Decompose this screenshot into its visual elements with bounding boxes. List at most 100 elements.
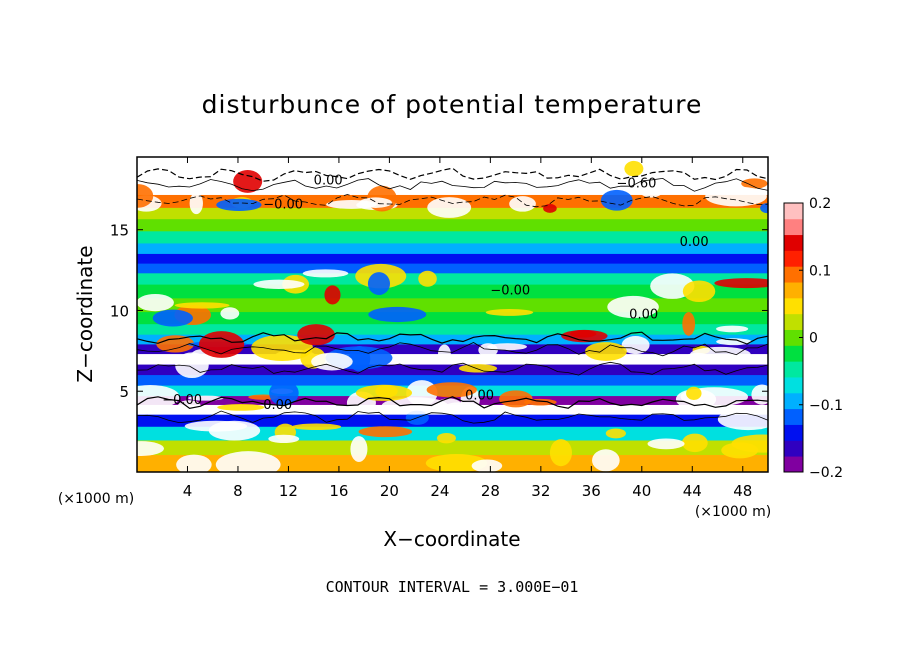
colorbar-cell bbox=[784, 377, 803, 394]
heatmap-patch bbox=[137, 184, 154, 208]
heatmap-patch bbox=[350, 436, 368, 462]
heatmap-patch bbox=[291, 423, 342, 431]
contour-line bbox=[137, 177, 768, 192]
contour-line bbox=[137, 331, 768, 345]
x-tick-label: 24 bbox=[430, 482, 449, 500]
heatmap-patch bbox=[716, 325, 749, 333]
heatmap-patch bbox=[426, 382, 477, 398]
y-tick-label: 5 bbox=[119, 383, 129, 401]
heatmap-patch bbox=[367, 272, 390, 296]
colorbar-tick-label: 0.1 bbox=[809, 263, 831, 279]
x-unit-right: (×1000 m) bbox=[695, 504, 771, 520]
heatmap-patch bbox=[485, 308, 534, 316]
heatmap-patch bbox=[684, 352, 711, 364]
colorbar-ticks: 0.2 0.1 0 −0.1 −0.2 bbox=[799, 196, 843, 481]
heatmap-patch bbox=[751, 384, 768, 405]
heatmap-patch bbox=[647, 438, 685, 450]
colorbar-cell bbox=[784, 266, 803, 283]
x-tick-label: 20 bbox=[380, 482, 399, 500]
heatmap-patch bbox=[156, 335, 195, 353]
contour-label: −0.60 bbox=[617, 177, 657, 192]
heatmap-patch bbox=[251, 334, 314, 362]
heatmap-patch bbox=[592, 449, 620, 472]
contour-interval-note: CONTOUR INTERVAL = 3.000E−01 bbox=[326, 578, 579, 596]
x-unit-left: (×1000 m) bbox=[58, 491, 134, 507]
x-tick-label: 4 bbox=[183, 482, 193, 500]
y-axis-label: Z−coordinate bbox=[73, 245, 97, 382]
heatmap-band bbox=[137, 219, 768, 232]
heatmap-patch bbox=[268, 434, 300, 444]
heatmap-patch bbox=[176, 454, 212, 472]
colorbar-tick-label: 0 bbox=[809, 331, 818, 347]
heatmap-patch bbox=[311, 352, 353, 371]
heatmap-patch bbox=[607, 295, 659, 319]
contour-label: 0.00 bbox=[629, 308, 658, 323]
contour-label: −0.00 bbox=[162, 393, 202, 408]
heatmap-patch bbox=[326, 200, 377, 209]
heatmap-patch bbox=[233, 170, 263, 193]
heatmap-patch bbox=[208, 420, 261, 441]
heatmap-patch bbox=[216, 198, 262, 211]
heatmap-patch bbox=[682, 433, 708, 453]
colorbar-cell bbox=[784, 456, 803, 473]
x-tick-label: 12 bbox=[279, 482, 298, 500]
heatmap-band bbox=[137, 253, 768, 265]
y-axis-ticks: 5 10 15 bbox=[110, 222, 768, 401]
heatmap-patch bbox=[427, 197, 472, 218]
heatmap-patch bbox=[760, 203, 768, 214]
heatmap-patch bbox=[137, 293, 174, 312]
heatmap-band bbox=[137, 243, 768, 255]
heatmap-patch bbox=[499, 390, 533, 408]
contour-label: −0.00 bbox=[490, 283, 530, 298]
heatmap-patch bbox=[714, 278, 768, 289]
heatmap-patch bbox=[638, 169, 690, 188]
heatmap-patch bbox=[682, 311, 696, 336]
colorbar-cell bbox=[784, 345, 803, 362]
heatmap-patch bbox=[621, 336, 650, 355]
x-tick-label: 8 bbox=[233, 482, 243, 500]
heatmap-band bbox=[137, 364, 768, 376]
heatmap-patch bbox=[217, 403, 265, 411]
heatmap-band bbox=[137, 312, 768, 325]
heatmap-patch bbox=[570, 330, 597, 338]
x-tick-label: 28 bbox=[481, 482, 500, 500]
x-axis-ticks: 4 8 12 16 20 24 28 32 36 40 44 48 bbox=[183, 157, 752, 500]
colorbar-cells bbox=[784, 203, 803, 473]
colorbar-tick-label: 0.2 bbox=[809, 196, 831, 212]
heatmap-patch bbox=[418, 270, 437, 287]
heatmap-patch bbox=[686, 386, 702, 400]
contour-line bbox=[137, 396, 768, 409]
heatmap-patch bbox=[174, 302, 230, 309]
heatmap-band bbox=[137, 263, 768, 274]
heatmap-patch bbox=[175, 352, 209, 379]
contour-line bbox=[137, 410, 768, 424]
contour-line bbox=[137, 194, 768, 208]
heatmap-patch bbox=[152, 309, 193, 327]
colorbar-cell bbox=[784, 392, 803, 410]
plot-frame bbox=[136, 156, 769, 473]
heatmap-patch bbox=[437, 344, 451, 364]
heatmap-band bbox=[137, 324, 768, 336]
contour-line bbox=[137, 342, 768, 357]
contour-label: −0.00 bbox=[263, 198, 303, 213]
colorbar: 0.2 0.1 0 −0.1 −0.2 bbox=[783, 196, 843, 481]
colorbar-cell bbox=[784, 313, 803, 330]
heatmap-bands bbox=[137, 157, 768, 472]
heatmap-patch bbox=[549, 439, 572, 467]
contour-label: 0.00 bbox=[263, 398, 292, 413]
heatmap-band bbox=[137, 344, 768, 355]
heatmap-patch bbox=[368, 306, 427, 323]
x-tick-label: 16 bbox=[329, 482, 348, 500]
contour-line bbox=[137, 167, 768, 182]
heatmap-patch bbox=[444, 402, 479, 412]
heatmap-patch bbox=[584, 342, 627, 361]
heatmap-patch bbox=[269, 380, 299, 406]
heatmap-patch bbox=[543, 203, 557, 213]
colorbar-tick-label: −0.1 bbox=[809, 398, 843, 414]
plot-area: 0.00−0.00−0.60−0.000.00−0.00 0.000.000.00… bbox=[110, 156, 769, 500]
heatmap-patch bbox=[600, 189, 633, 211]
colorbar-cell bbox=[784, 424, 803, 441]
chart-title: disturbunce of potential temperature bbox=[202, 90, 703, 119]
x-tick-label: 48 bbox=[733, 482, 752, 500]
